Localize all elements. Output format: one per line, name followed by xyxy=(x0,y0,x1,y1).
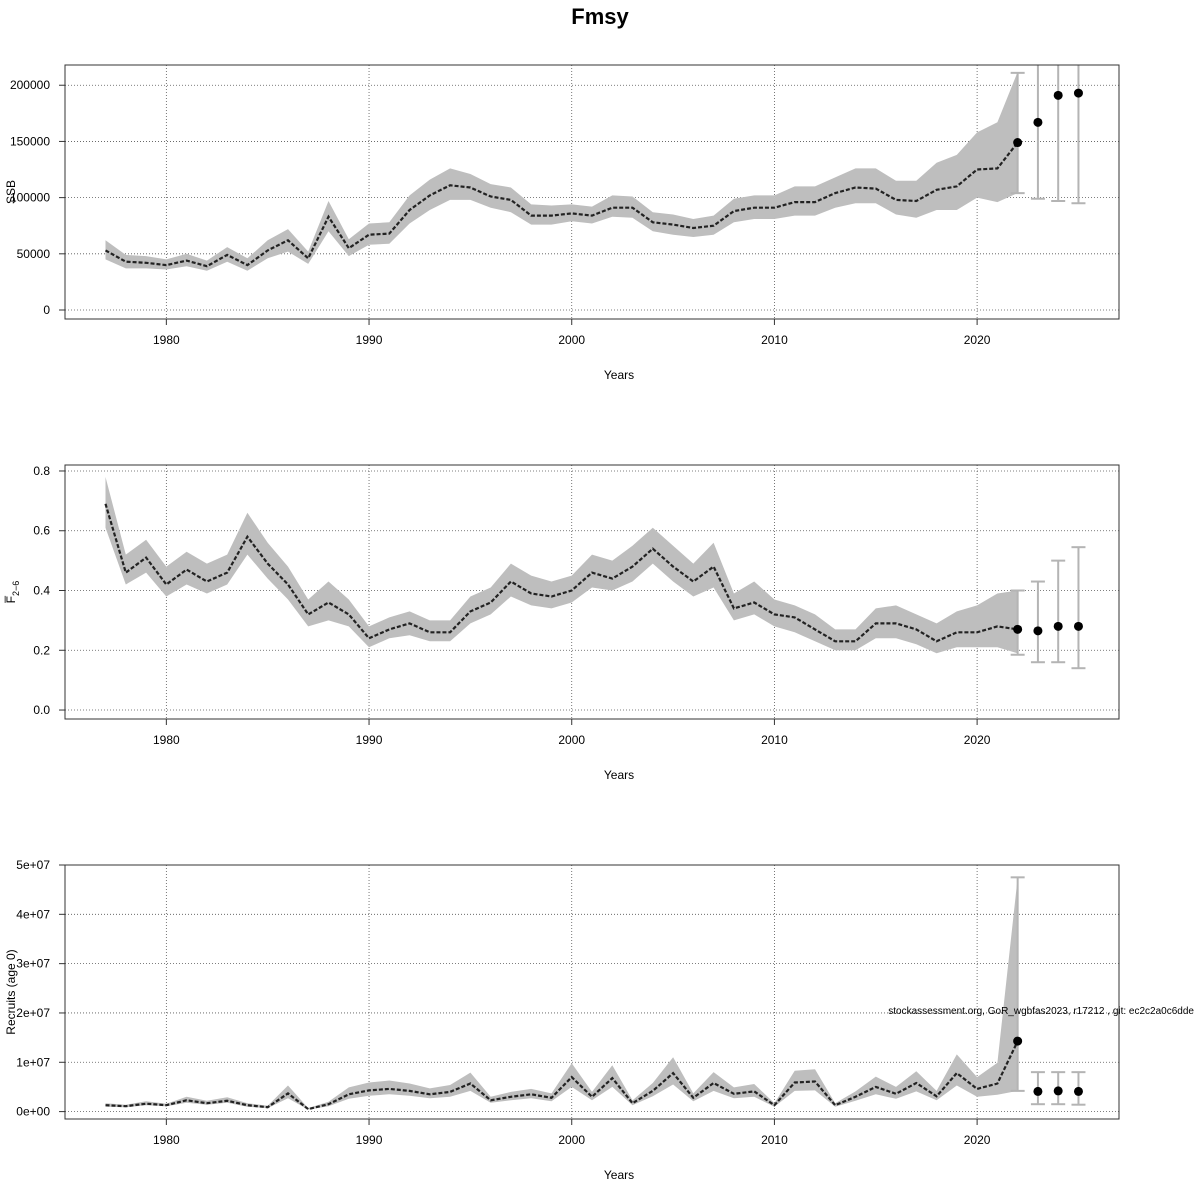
x-tick-label: 2000 xyxy=(558,333,585,347)
y-tick-label: 0.4 xyxy=(33,584,50,598)
x-tick-label: 1980 xyxy=(153,733,180,747)
x-tick-label: 1990 xyxy=(356,733,383,747)
forecast-point xyxy=(1053,90,1063,100)
y-tick-label: 3e+07 xyxy=(16,957,50,971)
y-axis-label: Recruits (age 0) xyxy=(4,949,18,1034)
forecast-point xyxy=(1033,626,1043,636)
forecast-point xyxy=(1053,1086,1063,1096)
estimate-line xyxy=(104,503,1018,643)
forecast-point xyxy=(1013,624,1023,634)
x-tick-label: 2000 xyxy=(558,1133,585,1147)
y-tick-label: 0e+00 xyxy=(16,1105,50,1119)
y-axis-label: F̅2−6 xyxy=(4,581,21,604)
forecast-group xyxy=(1010,65,1086,205)
x-tick-label: 2020 xyxy=(964,333,991,347)
forecast-point xyxy=(1033,117,1043,127)
figure-title: Fmsy xyxy=(571,4,629,29)
y-tick-label: 100000 xyxy=(10,191,50,205)
y-tick-label: 0.8 xyxy=(33,464,50,478)
forecast-group xyxy=(1010,876,1086,1106)
x-tick-label: 2010 xyxy=(761,733,788,747)
plot-frame xyxy=(64,64,1120,320)
plot-frame xyxy=(64,464,1120,720)
y-tick-label: 0.6 xyxy=(33,524,50,538)
x-tick-label: 2020 xyxy=(964,733,991,747)
x-tick-label: 2000 xyxy=(558,733,585,747)
y-tick-label: 0.0 xyxy=(33,703,50,717)
y-tick-label: 5e+07 xyxy=(16,858,50,872)
y-axis-label-subscript: 2−6 xyxy=(11,581,21,596)
plot-frame xyxy=(64,864,1120,1120)
x-axis-label: Years xyxy=(604,368,634,382)
y-tick-label: 0 xyxy=(43,303,50,317)
panel-ssb: 1980 1990 2000 2010 2020 0 50000 100000 150000 20… xyxy=(4,64,1120,382)
panel-recruits: 1980 1990 2000 2010 2020 0e+00 1e+07 2e+07 3e+07… xyxy=(4,858,1120,1182)
x-axis-label: Years xyxy=(604,1168,634,1182)
x-tick-label: 1990 xyxy=(356,333,383,347)
y-tick-label: 150000 xyxy=(10,134,50,148)
x-tick-label: 2010 xyxy=(761,333,788,347)
confidence-band xyxy=(105,877,1018,1110)
confidence-band xyxy=(105,477,1018,654)
estimate-line xyxy=(105,1040,1019,1111)
estimate-line xyxy=(104,141,1019,268)
forecast-point xyxy=(1013,1036,1023,1046)
panels: 1980 1990 2000 2010 2020 0 50000 100000 150000 20… xyxy=(4,64,1120,1182)
y-tick-label: 50000 xyxy=(17,247,51,261)
forecast-point xyxy=(1033,1086,1043,1096)
credit-text: stockassessment.org, GoR_wgbfas2023, r17… xyxy=(888,1006,1194,1017)
x-axis-label: Years xyxy=(604,768,634,782)
forecast-point xyxy=(1073,1086,1083,1096)
x-tick-label: 1980 xyxy=(153,333,180,347)
forecast-point xyxy=(1013,138,1023,148)
y-tick-label: 1e+07 xyxy=(16,1055,50,1069)
confidence-band xyxy=(105,71,1018,271)
forecast-point xyxy=(1053,621,1063,631)
x-tick-label: 1990 xyxy=(356,1133,383,1147)
y-tick-label: 200000 xyxy=(10,78,50,92)
x-tick-label: 2020 xyxy=(964,1133,991,1147)
panel-f: 1980 1990 2000 2010 2020 0.0 0.2 0.4 0.6 0.8 Years… xyxy=(4,464,1120,782)
y-tick-label: 4e+07 xyxy=(16,907,50,921)
forecast-point xyxy=(1073,621,1083,631)
forecast-point xyxy=(1073,88,1083,98)
y-tick-label: 2e+07 xyxy=(16,1006,50,1020)
y-tick-label: 0.2 xyxy=(33,643,50,657)
forecast-group xyxy=(1010,546,1086,670)
x-tick-label: 2010 xyxy=(761,1133,788,1147)
y-axis-label: SSB xyxy=(4,180,18,204)
x-tick-label: 1980 xyxy=(153,1133,180,1147)
